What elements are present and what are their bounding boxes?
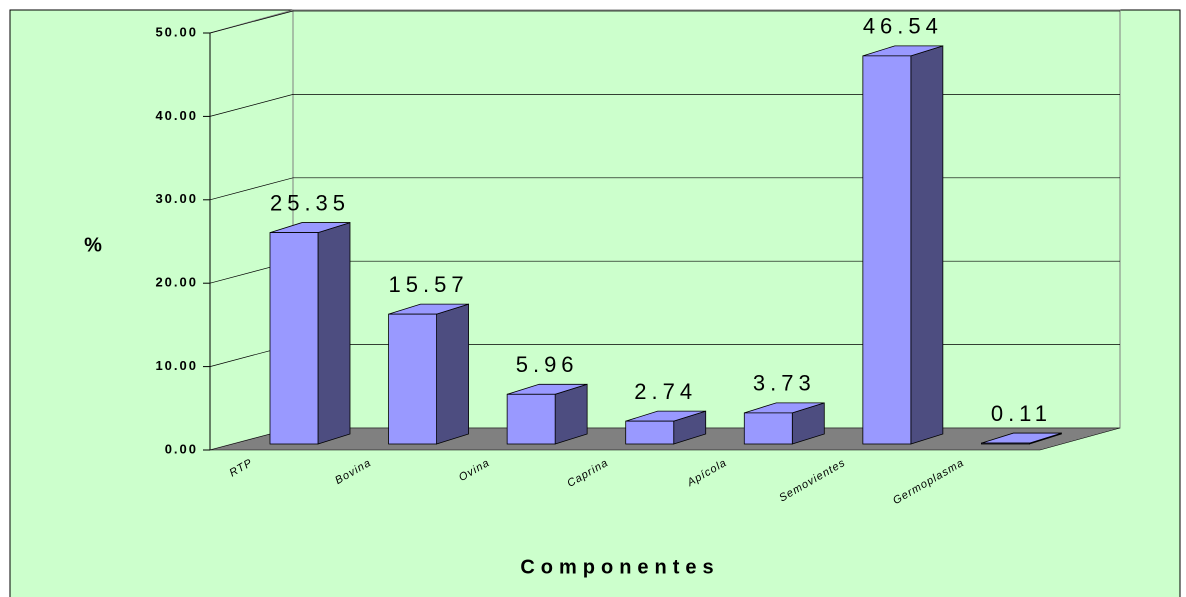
bar-side: [910, 45, 944, 445]
bar: [743, 412, 793, 445]
y-tick-label: 10.00: [155, 358, 198, 373]
value-label: 46.54: [863, 14, 943, 39]
grid-line: [209, 177, 1120, 201]
bar: [506, 393, 556, 445]
bar: [862, 55, 912, 445]
bar-side: [317, 222, 351, 445]
value-label: 0.11: [991, 401, 1052, 426]
value-label: 5.96: [516, 352, 579, 377]
bar-side: [436, 303, 469, 445]
value-label: 25.35: [270, 190, 350, 215]
bar: [981, 442, 1030, 445]
value-label: 3.73: [753, 371, 816, 396]
bar: [388, 313, 437, 445]
value-label: 2.74: [634, 379, 697, 404]
bar: [269, 232, 319, 445]
y-tick-label: 30.00: [155, 191, 198, 206]
bar-side: [554, 383, 588, 445]
y-axis-label: %: [84, 234, 108, 256]
grid-line: [209, 10, 1120, 34]
y-tick-label: 40.00: [155, 108, 198, 123]
grid-line: [209, 94, 1120, 117]
bar: [625, 420, 675, 445]
y-tick-label: 0.00: [165, 441, 198, 456]
value-label: 15.57: [389, 272, 469, 297]
y-tick-label: 20.00: [155, 275, 198, 290]
x-axis-label: Componentes: [520, 556, 719, 578]
y-tick-label: 50.00: [155, 24, 198, 39]
